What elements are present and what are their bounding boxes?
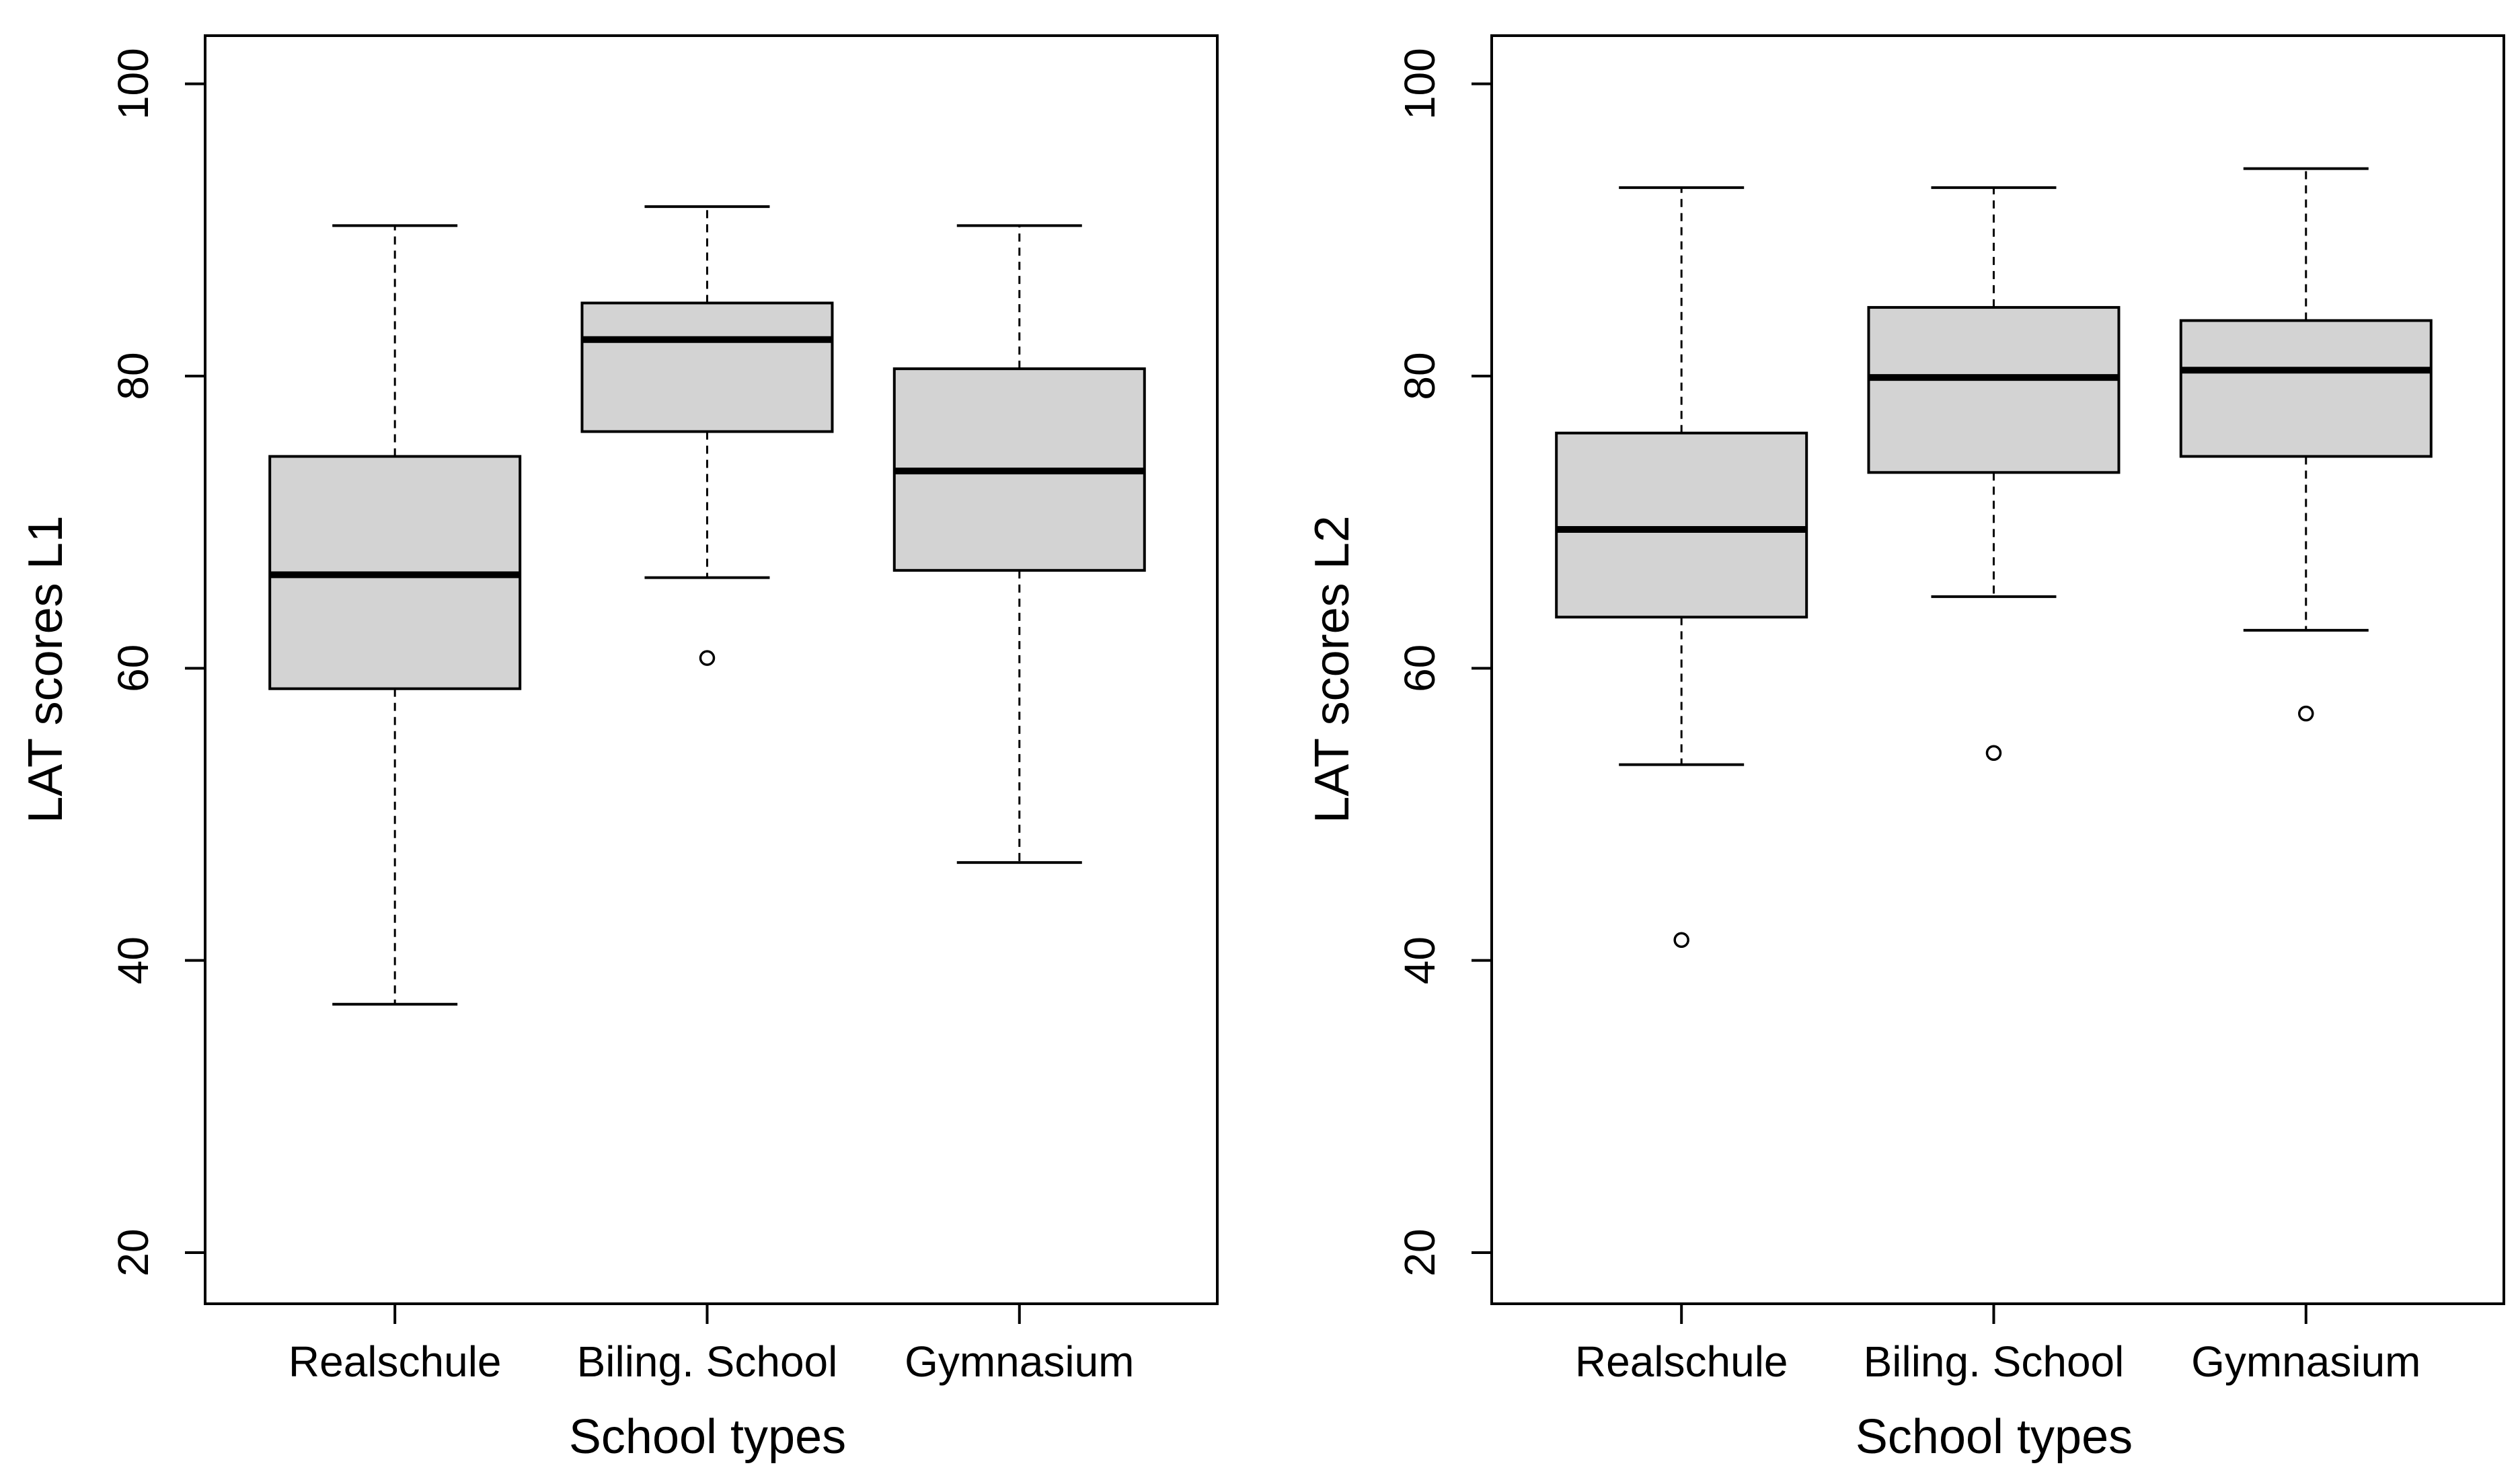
boxes (1555, 167, 2433, 949)
outlier-point (1673, 932, 1689, 949)
x-axis: Realschule Biling. School Gymnasium (289, 1304, 1134, 1386)
y-tick-label: 60 (109, 644, 157, 692)
x-tick-label: Realschule (1575, 1337, 1788, 1386)
panel-lat-l2: 20 40 60 80 100 Realschule Biling. School Gymn… (1305, 34, 2505, 1464)
iqr-box (580, 301, 834, 433)
y-axis-title: LAT scores L2 (1305, 515, 1359, 823)
outlier-point (699, 650, 716, 666)
y-axis-title: LAT scores L1 (19, 515, 73, 823)
y-tick-label: 100 (109, 48, 157, 120)
outlier-point (1985, 745, 2002, 762)
y-tick-label: 100 (1396, 48, 1444, 120)
box-realschule (1555, 186, 1808, 949)
iqr-box (1555, 431, 1808, 619)
y-tick-label: 80 (1396, 352, 1444, 400)
y-tick-label: 40 (1396, 936, 1444, 984)
y-axis: 20 40 60 80 100 (109, 48, 206, 1277)
y-tick-label: 80 (109, 352, 157, 400)
boxes (268, 205, 1146, 1006)
x-tick-label: Biling. School (1864, 1337, 2125, 1386)
outlier-point (2298, 705, 2314, 722)
iqr-box (1867, 305, 2121, 474)
x-axis: Realschule Biling. School Gymnasium (1575, 1304, 2420, 1386)
x-tick-label: Gymnasium (2191, 1337, 2420, 1386)
box-realschule (268, 224, 522, 1006)
x-tick-label: Gymnasium (905, 1337, 1134, 1386)
panel-lat-l1: 20 40 60 80 100 Realschule Biling. School Gymn… (19, 34, 1219, 1464)
x-tick-label: Realschule (289, 1337, 502, 1386)
x-axis-title: School types (1856, 1410, 2133, 1464)
box-gymnasium (2179, 167, 2433, 722)
y-tick-label: 40 (109, 936, 157, 984)
iqr-box (2179, 319, 2433, 458)
y-tick-label: 20 (109, 1228, 157, 1276)
y-tick-label: 60 (1396, 644, 1444, 692)
box-biling-school (580, 205, 834, 666)
box-gymnasium (892, 224, 1146, 864)
x-axis-title: School types (569, 1410, 846, 1464)
y-tick-label: 20 (1396, 1228, 1444, 1276)
x-tick-label: Biling. School (577, 1337, 838, 1386)
y-axis: 20 40 60 80 100 (1396, 48, 1493, 1277)
box-biling-school (1867, 186, 2121, 762)
